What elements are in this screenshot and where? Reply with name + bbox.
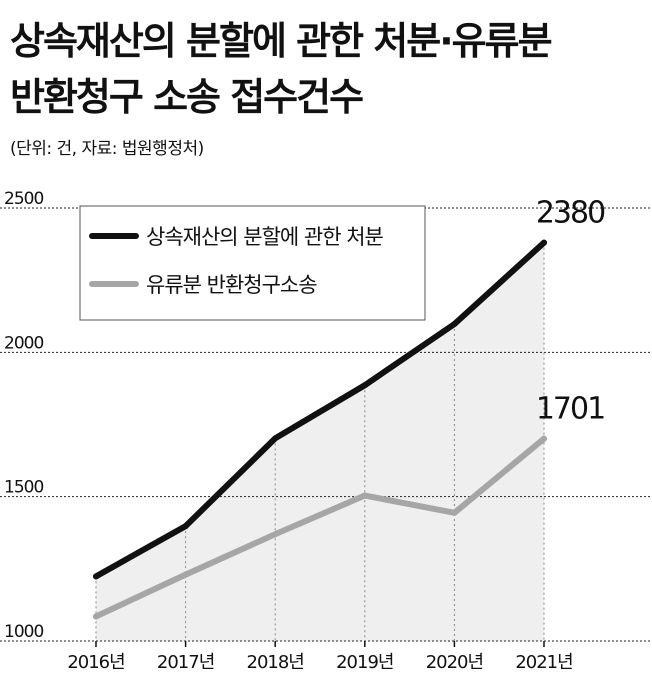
y-tick-label-1000: 1000 [4,622,43,642]
data-label-series-1: 2380 [536,196,605,231]
point-s2-2 [272,531,279,538]
point-s1-3 [361,382,368,389]
point-s1-4 [451,321,458,328]
x-tick-label-0: 2016년 [67,652,124,673]
chart-title-line1: 상속재산의 분할에 관한 처분·유류분 [10,19,553,63]
x-tick-label-1: 2017년 [157,652,214,673]
point-s1-5 [541,239,547,246]
x-tick-label-5: 2021년 [515,652,572,673]
y-tick-label-1500: 1500 [4,478,43,498]
x-tick-label-3: 2019년 [336,652,393,673]
y-tick-label-2000: 2000 [4,333,43,353]
point-s1-2 [272,435,279,442]
legend-box [79,205,426,321]
point-s2-4 [451,509,458,516]
y-tick-label-2500: 2500 [4,189,43,209]
point-s2-5 [541,435,547,442]
unit-source-note: (단위: 건, 자료: 법원행정처) [10,139,204,159]
data-label-series-2: 1701 [536,392,604,427]
legend-label-1: 상속재산의 분할에 관한 처분 [146,225,384,249]
point-s1-0 [93,573,99,580]
point-s1-1 [182,523,189,530]
chart-title-line2: 반환청구 소송 접수건수 [10,75,364,119]
series-line-1 [93,239,547,580]
x-tick-label-2: 2018년 [247,652,304,673]
legend-label-2: 유류분 반환청구소송 [146,273,317,297]
point-s2-1 [182,571,189,578]
point-s2-0 [93,613,99,620]
series-line-2 [93,435,547,620]
x-tick-label-4: 2020년 [426,652,483,673]
point-s2-3 [361,492,368,499]
